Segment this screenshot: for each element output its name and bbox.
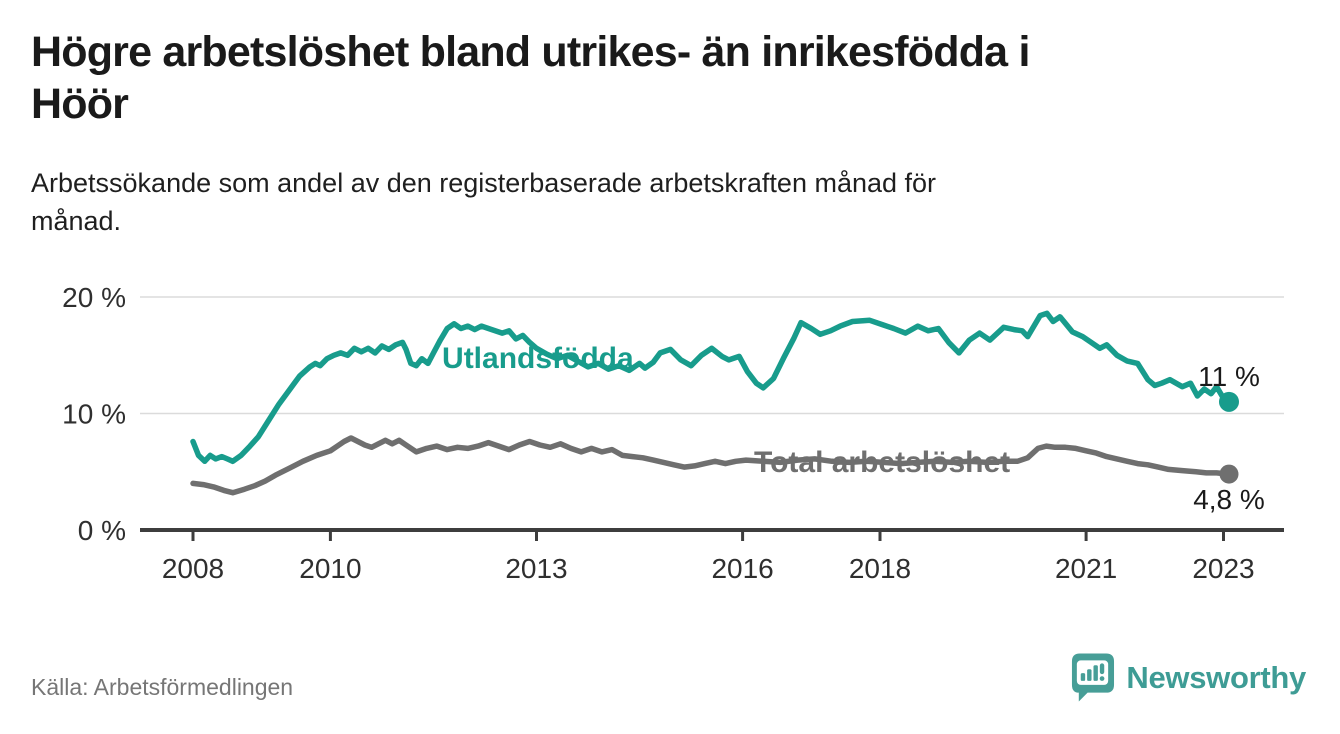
utlandsfodda-line (190, 310, 1232, 465)
utlandsfodda-end-label: 11 % (1198, 361, 1260, 392)
total-end-dot (1219, 464, 1239, 484)
x-tick-label-2016: 2016 (711, 553, 773, 584)
total-inline-label: Total arbetslöshet (754, 446, 1010, 479)
x-tick-label-2021: 2021 (1055, 553, 1117, 584)
page-title: Högre arbetslöshet bland utrikes- än inr… (31, 26, 1311, 131)
newsworthy-logo: Newsworthy (1070, 652, 1306, 704)
page-title-line-1: Högre arbetslöshet bland utrikes- än inr… (31, 28, 1030, 76)
utlandsfodda-end-dot (1218, 391, 1239, 412)
unemployment-line-chart: 0 % 10 % 20 % 2008 2010 2013 2016 2018 2021 2023 T… (62, 282, 1284, 584)
page-title-line-2: Höör (31, 80, 129, 129)
x-tick-label-2008: 2008 (162, 553, 224, 584)
x-tick-label-2018: 2018 (849, 553, 911, 584)
newsworthy-logo-icon (1072, 653, 1115, 702)
y-tick-label-20: 20 % (62, 282, 126, 313)
newsworthy-wordmark: Newsworthy (1126, 660, 1306, 695)
total-end-label: 4,8 % (1193, 484, 1265, 515)
x-tick-label-2010: 2010 (299, 553, 361, 584)
total-line (190, 435, 1232, 496)
x-tick-label-2013: 2013 (505, 553, 567, 584)
utlandsfodda-inline-label: Utlandsfödda (442, 342, 634, 375)
y-tick-label-0: 0 % (78, 515, 126, 546)
page-subtitle-line-2: månad. (31, 206, 122, 237)
page-subtitle: Arbetssökande som andel av den registerb… (31, 164, 1311, 241)
source-text: Källa: Arbetsförmedlingen (31, 674, 294, 700)
x-tick-label-2023: 2023 (1192, 553, 1254, 584)
page-subtitle-line-1: Arbetssökande som andel av den registerb… (31, 168, 937, 198)
y-tick-label-10: 10 % (62, 399, 126, 430)
